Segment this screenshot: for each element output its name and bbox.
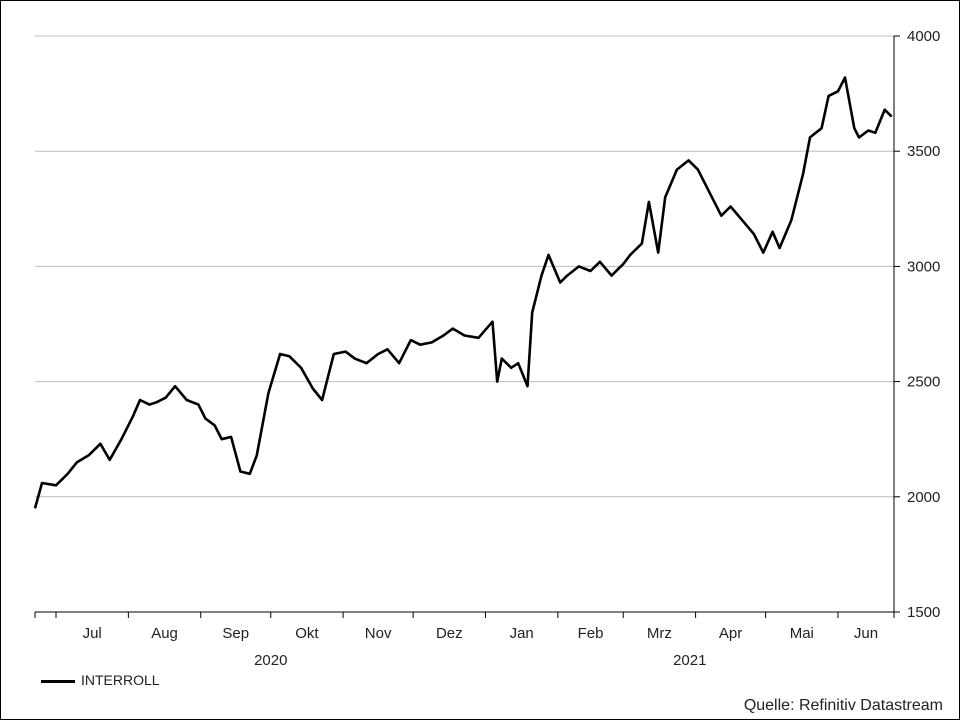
x-tick-label-Jun: Jun (854, 625, 878, 642)
x-tick-label-Jan: Jan (510, 625, 534, 642)
year-label-2021: 2021 (673, 652, 706, 669)
legend-label-interroll: INTERROLL (81, 672, 160, 688)
x-axis-year-labels: 2020 2021 (254, 652, 706, 669)
year-label-2020: 2020 (254, 652, 287, 669)
y-tick-label-1500: 1500 (907, 604, 940, 621)
y-tick-label-2000: 2000 (907, 489, 940, 506)
x-tick-label-Sep: Sep (222, 625, 249, 642)
x-tick-label-Jul: Jul (83, 625, 102, 642)
x-tick-label-Okt: Okt (295, 625, 319, 642)
y-tick-label-3500: 3500 (907, 143, 940, 160)
x-tick-label-Dez: Dez (436, 625, 463, 642)
x-tick-label-Feb: Feb (578, 625, 604, 642)
y-tick-label-4000: 4000 (907, 28, 940, 45)
y-gridlines (35, 35, 894, 613)
x-axis (34, 611, 895, 618)
y-axis-ticks: 1500 2000 2500 3000 3500 4000 (893, 28, 940, 621)
x-tick-label-Nov: Nov (365, 625, 392, 642)
x-tick-label-Aug: Aug (151, 625, 178, 642)
y-tick-label-3000: 3000 (907, 258, 940, 275)
x-tick-label-Apr: Apr (719, 625, 742, 642)
series-line-interroll (33, 76, 893, 509)
x-tick-label-Mrz: Mrz (647, 625, 672, 642)
source-note: Quelle: Refinitiv Datastream (743, 697, 943, 714)
legend-swatch-interroll (41, 680, 75, 683)
x-tick-label-Mai: Mai (790, 625, 814, 642)
x-axis-month-labels: Jul Aug Sep Okt Nov Dez Jan Feb Mrz Apr Mai Jun (83, 625, 878, 642)
y-tick-label-2500: 2500 (907, 374, 940, 391)
